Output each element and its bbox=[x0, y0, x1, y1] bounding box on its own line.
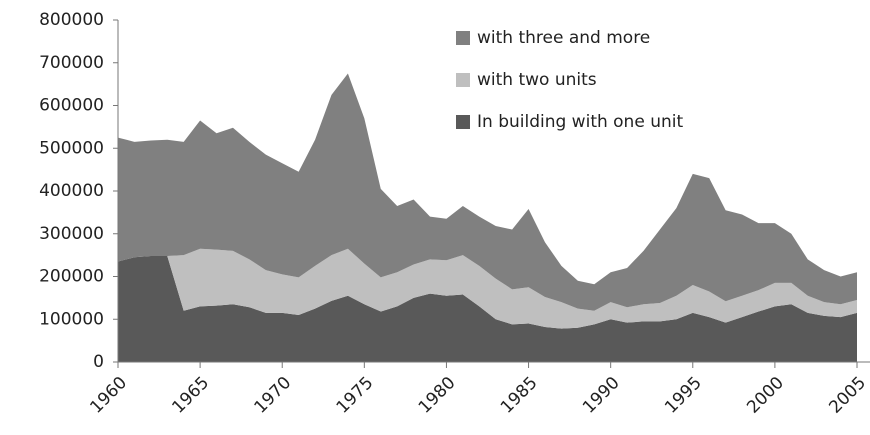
x-tick-label: 1970 bbox=[251, 373, 296, 418]
legend-label: In building with one unit bbox=[477, 112, 683, 132]
x-tick-label: 1985 bbox=[497, 373, 542, 418]
y-tick-label: 200000 bbox=[39, 267, 104, 287]
y-tick-label: 100000 bbox=[39, 309, 104, 329]
x-tick-label: 1960 bbox=[86, 373, 131, 418]
y-tick-label: 400000 bbox=[39, 181, 104, 201]
x-tick-label: 1995 bbox=[661, 373, 706, 418]
area bbox=[118, 73, 857, 311]
legend-swatch bbox=[456, 73, 470, 87]
legend-label: with two units bbox=[477, 70, 597, 90]
y-tick-label: 500000 bbox=[39, 138, 104, 158]
y-tick-label: 800000 bbox=[39, 10, 104, 30]
legend-label: with three and more bbox=[477, 28, 650, 48]
y-tick-label: 600000 bbox=[39, 96, 104, 116]
y-tick-label: 300000 bbox=[39, 224, 104, 244]
x-tick-label: 2005 bbox=[825, 373, 870, 418]
x-tick-label: 1975 bbox=[333, 373, 378, 418]
y-tick-label: 0 bbox=[93, 352, 104, 372]
legend-swatch bbox=[456, 115, 470, 129]
x-tick-label: 1990 bbox=[579, 373, 624, 418]
area bbox=[118, 248, 857, 329]
x-tick-label: 2000 bbox=[743, 373, 788, 418]
legend-swatch bbox=[456, 31, 470, 45]
area bbox=[118, 255, 857, 362]
x-tick-label: 1980 bbox=[415, 373, 460, 418]
y-tick-label: 700000 bbox=[39, 53, 104, 73]
x-tick-label: 1965 bbox=[168, 373, 213, 418]
